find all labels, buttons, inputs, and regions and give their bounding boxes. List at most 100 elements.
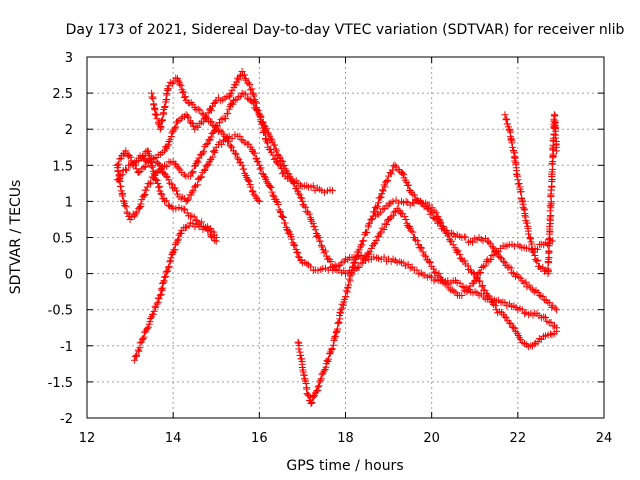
data-point-trace-b <box>184 195 192 203</box>
data-point-trace-c <box>216 119 224 127</box>
data-point-trace-d <box>152 304 160 312</box>
data-point-trace-a <box>140 163 148 171</box>
data-point-trace-b <box>303 260 311 268</box>
data-point-trace-c <box>311 226 319 234</box>
data-point-trace-c <box>163 162 171 170</box>
data-point-trace-b <box>131 158 139 166</box>
data-point-trace-i <box>148 163 156 171</box>
data-point-trace-e <box>382 178 390 186</box>
data-point-trace-g <box>527 235 535 243</box>
data-point-trace-c <box>274 151 282 159</box>
data-point-trace-e <box>347 269 355 277</box>
data-point-trace-b <box>453 279 461 287</box>
data-point-trace-h <box>149 94 157 102</box>
data-point-trace-c <box>298 194 306 202</box>
data-point-trace-a <box>235 76 243 84</box>
data-point-trace-h <box>150 101 158 109</box>
data-point-trace-b <box>193 181 201 189</box>
data-point-trace-e <box>426 210 434 218</box>
data-point-trace-c <box>407 227 415 235</box>
data-point-trace-b <box>172 187 180 195</box>
data-point-trace-a <box>250 92 258 100</box>
data-point-trace-d <box>166 258 174 266</box>
data-point-trace-c <box>137 200 145 208</box>
data-point-trace-e <box>312 387 320 395</box>
data-point-trace-h <box>232 150 240 158</box>
data-point-trace-d <box>156 291 164 299</box>
x-tick-label: 20 <box>423 431 440 446</box>
data-point-trace-e <box>317 376 325 384</box>
data-point-trace-b <box>276 209 284 217</box>
data-point-trace-i <box>172 205 180 213</box>
data-point-trace-c <box>146 180 154 188</box>
data-point-trace-b <box>143 157 151 165</box>
data-point-trace-c <box>448 286 456 294</box>
data-point-trace-b <box>165 176 173 184</box>
data-point-trace-b <box>209 153 217 161</box>
data-point-trace-e <box>331 333 339 341</box>
data-point-trace-b <box>121 165 129 173</box>
data-point-trace-h <box>208 118 216 126</box>
data-point-trace-e <box>350 259 358 267</box>
data-point-trace-g <box>546 202 554 210</box>
data-point-trace-e <box>364 221 372 229</box>
data-point-trace-c <box>402 215 410 223</box>
data-point-trace-b <box>278 213 286 221</box>
data-point-trace-h <box>179 89 187 97</box>
data-point-trace-i <box>139 153 147 161</box>
data-point-trace-f <box>484 291 492 299</box>
data-point-trace-a <box>244 79 252 87</box>
data-point-trace-e <box>548 303 556 311</box>
data-point-trace-g <box>519 197 527 205</box>
data-point-trace-h <box>254 196 262 204</box>
data-point-trace-i <box>190 213 198 221</box>
data-point-trace-b <box>400 259 408 267</box>
data-point-trace-c <box>119 192 127 200</box>
data-point-trace-c <box>435 269 443 277</box>
y-tick-label: 1 <box>65 195 73 210</box>
data-point-trace-c <box>362 257 370 265</box>
data-point-trace-c <box>298 197 306 205</box>
data-point-trace-e <box>363 228 371 236</box>
data-point-trace-c <box>419 248 427 256</box>
data-point-trace-h <box>234 154 242 162</box>
data-point-trace-e <box>349 262 357 270</box>
data-point-trace-c <box>121 202 129 210</box>
data-point-trace-e <box>323 357 331 365</box>
data-point-trace-c <box>355 263 363 271</box>
data-point-trace-e <box>332 328 340 336</box>
data-point-trace-c <box>207 133 215 141</box>
data-point-trace-f <box>402 198 410 206</box>
data-point-trace-h <box>157 117 165 125</box>
data-point-trace-a <box>321 188 329 196</box>
data-point-trace-f <box>454 247 462 255</box>
data-point-trace-b <box>187 191 195 199</box>
data-point-trace-e <box>379 187 387 195</box>
data-point-trace-a <box>165 137 173 145</box>
data-point-trace-f <box>507 320 515 328</box>
data-point-trace-d <box>167 254 175 262</box>
data-point-trace-d <box>146 315 154 323</box>
data-point-trace-a <box>296 181 304 189</box>
data-point-trace-e <box>359 237 367 245</box>
data-point-trace-h <box>238 161 246 169</box>
data-point-trace-b <box>188 188 196 196</box>
data-point-trace-e <box>511 272 519 280</box>
data-point-trace-g <box>549 150 557 158</box>
data-point-trace-f <box>501 313 509 321</box>
data-point-trace-i <box>210 228 218 236</box>
data-point-trace-e <box>335 318 343 326</box>
data-point-trace-e <box>391 161 399 169</box>
data-points <box>113 67 561 408</box>
y-tick-label: 1.5 <box>52 159 73 174</box>
data-point-trace-e <box>355 246 363 254</box>
data-point-trace-e <box>358 241 366 249</box>
data-point-trace-f <box>464 262 472 270</box>
data-point-trace-g <box>513 171 521 179</box>
data-point-trace-c <box>425 258 433 266</box>
data-point-trace-h <box>231 149 239 157</box>
data-point-trace-h <box>245 177 253 185</box>
data-point-trace-d <box>177 229 185 237</box>
data-point-trace-e <box>345 281 353 289</box>
data-point-trace-i <box>147 158 155 166</box>
